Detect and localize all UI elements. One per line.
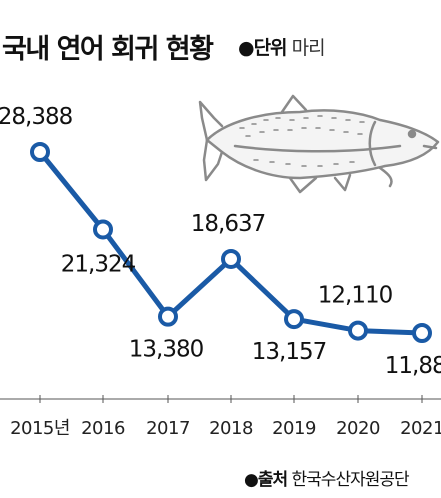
x-tick-label: 2017 [146, 418, 190, 439]
x-tick-label: 2018 [209, 418, 253, 439]
unit-note: ●단위 마리 [238, 33, 326, 60]
unit-label: ●단위 [238, 37, 288, 59]
data-label: 13,157 [252, 339, 326, 365]
data-label: 12,110 [318, 283, 393, 309]
source-note: ●출처 한국수산자원공단 [244, 465, 410, 490]
data-point [348, 320, 368, 341]
data-label: 11,888 [385, 353, 441, 379]
data-points [30, 142, 432, 343]
data-point [158, 306, 178, 327]
salmon-illustration [198, 94, 440, 194]
data-label: 13,380 [129, 337, 204, 363]
unit-value: 마리 [291, 37, 326, 59]
x-tick-label: 2015년 [10, 418, 70, 439]
x-tick-label: 2021 [400, 418, 441, 439]
x-tick-label: 2019 [272, 418, 316, 439]
data-label: 28,388 [0, 104, 73, 130]
data-point [30, 142, 50, 162]
data-point [221, 248, 241, 269]
data-label: 21,324 [61, 251, 136, 277]
chart-title: 국내 연어 회귀 현황 [2, 34, 214, 65]
data-point [93, 219, 113, 240]
source-value: 한국수산자원공단 [291, 470, 410, 490]
x-tick-label: 2020 [336, 418, 380, 439]
data-point [412, 323, 432, 343]
x-tick-marks [39, 395, 423, 403]
data-point [284, 309, 304, 330]
data-labels: 28,388 21,324 13,380 18,637 13,157 12,110 11,8… [0, 104, 441, 379]
x-tick-labels: 2015년 2016 2017 2018 2019 2020 2021 [10, 418, 441, 439]
data-label: 18,637 [191, 211, 265, 237]
source-label: ●출처 [244, 470, 288, 490]
x-tick-label: 2016 [81, 418, 125, 439]
